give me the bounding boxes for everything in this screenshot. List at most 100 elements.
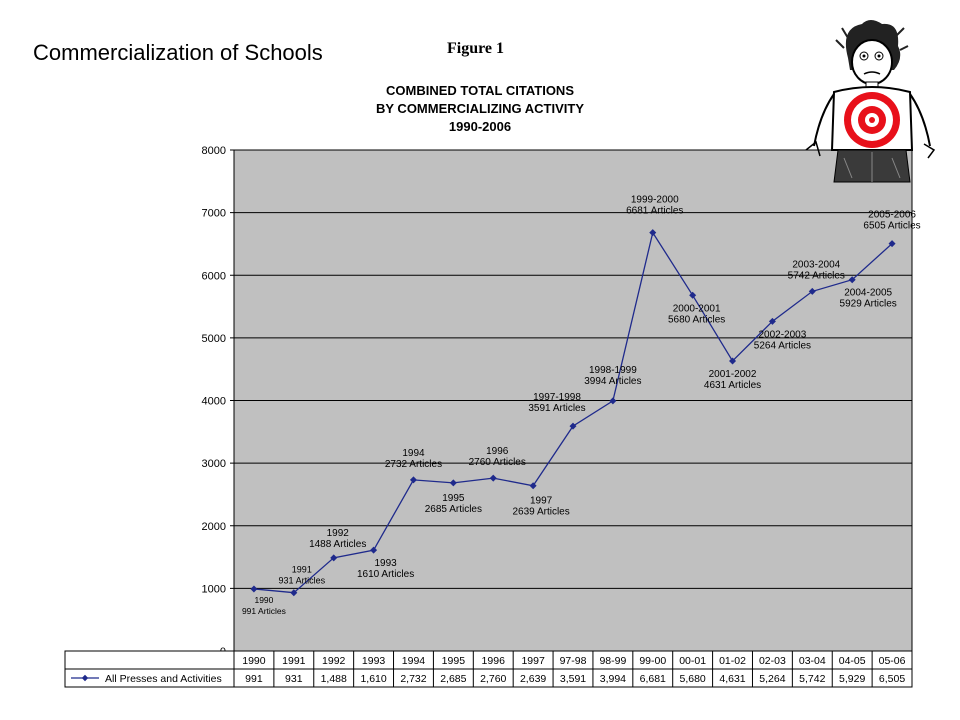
data-label-line: 1610 Articles (357, 569, 414, 580)
data-label-line: 5264 Articles (754, 340, 811, 351)
y-tick-label: 6000 (202, 270, 226, 282)
x-tick-label: 1992 (322, 655, 346, 667)
data-point (808, 287, 816, 295)
y-tick-label: 5000 (202, 333, 226, 345)
table-value: 2,685 (440, 673, 466, 685)
data-label-line: 2639 Articles (512, 507, 569, 518)
data-label: 2003-2004 5742 Articles (788, 259, 845, 281)
data-point (409, 476, 417, 484)
table-value: 3,591 (560, 673, 586, 685)
x-tick-label: 04-05 (839, 655, 866, 667)
data-label: 1995 2685 Articles (425, 493, 482, 515)
data-label: 1993 1610 Articles (357, 558, 414, 580)
data-label: 1996 2760 Articles (469, 446, 526, 468)
data-label-line: 2760 Articles (469, 457, 526, 468)
data-point (569, 422, 577, 430)
table-value: 991 (245, 673, 263, 685)
table-value: 5,929 (839, 673, 865, 685)
data-label: 1990 991 Articles (242, 595, 286, 616)
legend-label: All Presses and Activities (105, 673, 222, 685)
data-label-line: 931 Articles (279, 576, 326, 586)
data-label: 1992 1488 Articles (309, 528, 366, 550)
data-point (768, 317, 776, 325)
table-value: 3,994 (600, 673, 626, 685)
data-point (689, 291, 697, 299)
data-point (609, 397, 617, 405)
data-label-line: 2003-2004 (792, 259, 840, 270)
data-point (489, 474, 497, 482)
data-label-line: 1993 (374, 558, 397, 569)
data-label-line: 5680 Articles (668, 314, 725, 325)
data-point (290, 589, 298, 597)
y-tick-label: 7000 (202, 208, 226, 220)
y-tick-label: 4000 (202, 396, 226, 408)
data-label: 1998-1999 3994 Articles (584, 365, 641, 387)
data-label-line: 5742 Articles (788, 270, 845, 281)
x-tick-label: 00-01 (679, 655, 706, 667)
y-tick-label: 2000 (202, 521, 226, 533)
data-label: 2000-2001 5680 Articles (668, 303, 725, 325)
x-tick-label: 97-98 (560, 655, 587, 667)
data-point (330, 554, 338, 562)
table-value: 1,488 (321, 673, 347, 685)
data-point (370, 546, 378, 554)
table-value: 4,631 (719, 673, 745, 685)
table-value: 6,681 (640, 673, 666, 685)
data-point (529, 482, 537, 490)
table-value: 2,732 (400, 673, 426, 685)
x-tick-label: 01-02 (719, 655, 746, 667)
table-value: 931 (285, 673, 303, 685)
data-label: 2004-2005 5929 Articles (840, 288, 897, 310)
table-value: 1,610 (360, 673, 386, 685)
slide-title: Commercialization of Schools (33, 40, 323, 65)
data-label-line: 2001-2002 (709, 369, 757, 380)
data-label: 2002-2003 5264 Articles (754, 329, 811, 351)
data-label-line: 1999-2000 (631, 195, 679, 206)
data-point (649, 229, 657, 237)
data-label-line: 4631 Articles (704, 380, 761, 391)
data-label-line: 2000-2001 (673, 303, 721, 314)
data-label: 2001-2002 4631 Articles (704, 369, 761, 391)
figure-label: Figure 1 (447, 40, 505, 57)
y-tick-label: 1000 (202, 583, 226, 595)
chart-title-line-3: 1990-2006 (448, 119, 512, 134)
x-tick-label: 1990 (242, 655, 266, 667)
data-label-line: 1991 (292, 565, 312, 575)
data-label-line: 1998-1999 (589, 365, 637, 376)
table-value: 2,639 (520, 673, 546, 685)
chart-title-line-1: COMBINED TOTAL CITATIONS (385, 83, 574, 98)
data-point (449, 479, 457, 487)
data-label: 1994 2732 Articles (385, 448, 442, 470)
x-tick-label: 05-06 (879, 655, 906, 667)
x-tick-label: 1993 (362, 655, 386, 667)
data-label-line: 1990 (254, 595, 273, 605)
data-point (250, 585, 258, 593)
y-tick-label: 8000 (202, 145, 226, 157)
x-tick-label: 99-00 (639, 655, 666, 667)
data-label: 1991 931 Articles (279, 565, 326, 586)
data-label-line: 5929 Articles (840, 299, 897, 310)
data-point (729, 357, 737, 365)
y-tick-label: 3000 (202, 458, 226, 470)
data-label-line: 2732 Articles (385, 459, 442, 470)
data-label: 1999-2000 6681 Articles (626, 195, 683, 217)
data-label-line: 6505 Articles (863, 221, 920, 232)
data-label-line: 1995 (442, 493, 465, 504)
x-tick-label: 02-03 (759, 655, 786, 667)
x-tick-label: 1997 (521, 655, 545, 667)
data-point (888, 240, 896, 248)
data-label: 1997 2639 Articles (512, 496, 569, 518)
x-tick-label: 1996 (482, 655, 506, 667)
data-label-line: 2005-2006 (868, 210, 916, 221)
data-label-line: 1992 (327, 528, 350, 539)
data-label: 1997-1998 3591 Articles (528, 392, 585, 414)
data-point (848, 276, 856, 284)
data-label-line: 3994 Articles (584, 376, 641, 387)
chart-title-line-2: BY COMMERCIALIZING ACTIVITY (376, 101, 584, 116)
legend-marker (81, 674, 89, 682)
data-label: 2005-2006 6505 Articles (863, 210, 920, 232)
table-value: 5,742 (799, 673, 825, 685)
x-tick-label: 1994 (402, 655, 426, 667)
data-label-line: 1994 (402, 448, 425, 459)
